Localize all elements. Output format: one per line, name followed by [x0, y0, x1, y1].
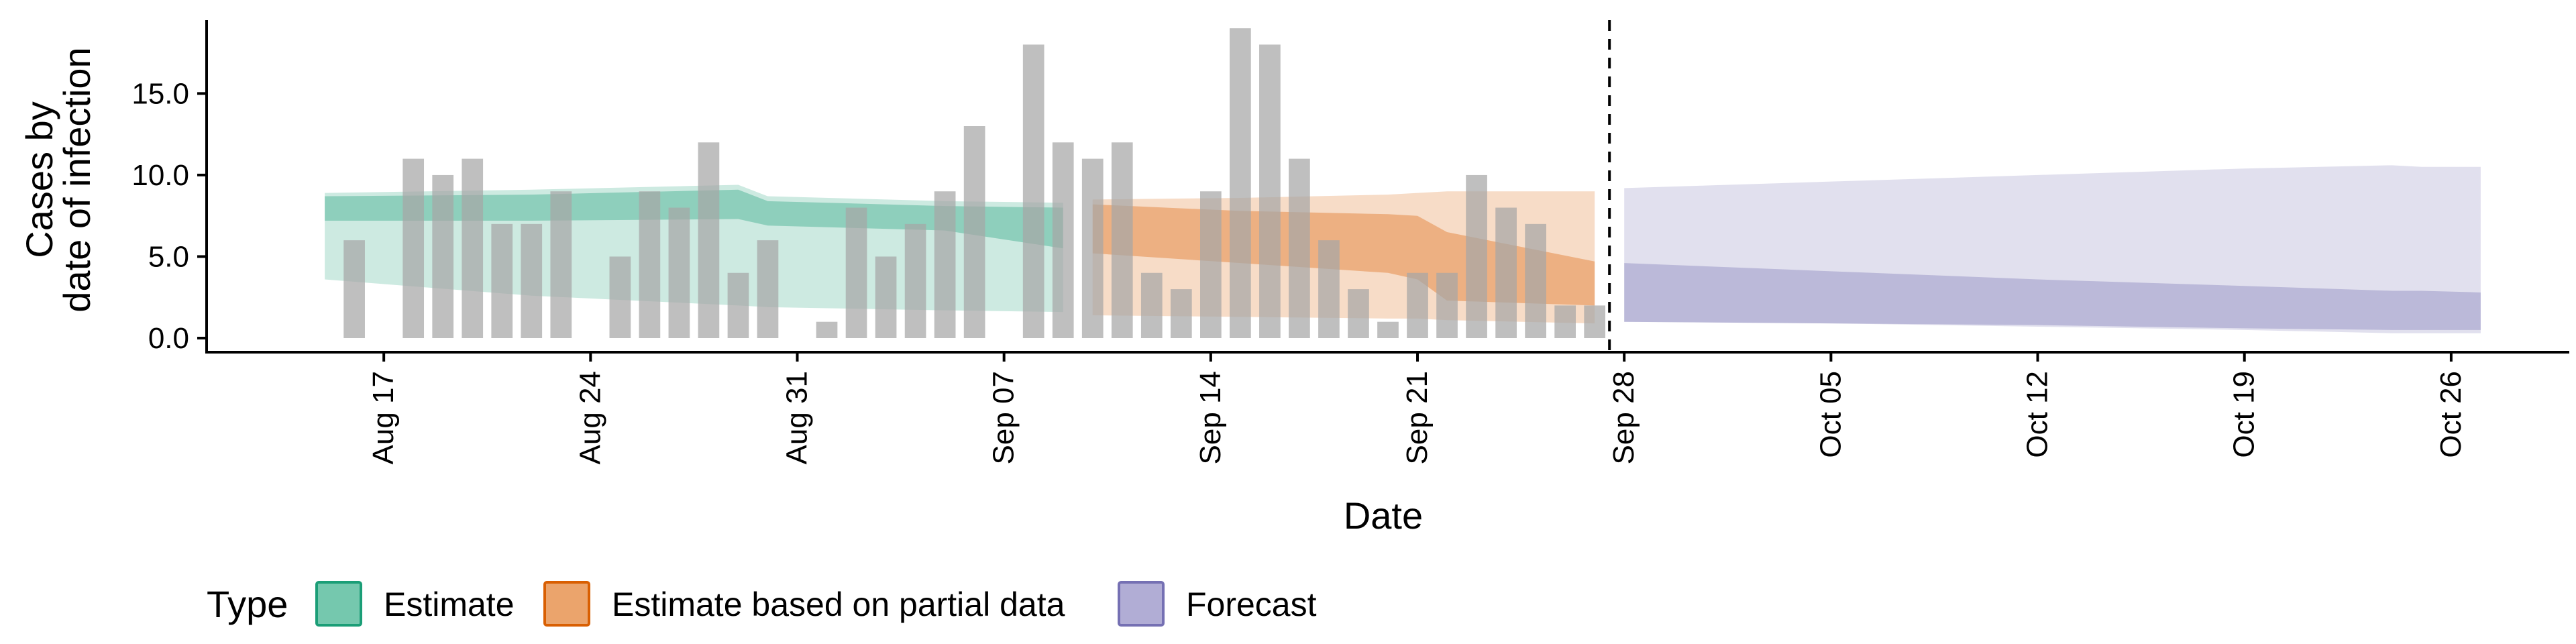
- y-tick-label: 15.0: [131, 77, 189, 110]
- tick-labels: 0.0 5.0 10.0 15.0 Aug 17 Aug 24 Aug 31 Sep 07 Se…: [131, 77, 2467, 464]
- x-tick-label: Aug 17: [367, 371, 400, 464]
- case-bar: [816, 321, 838, 338]
- y-tick-label: 5.0: [148, 240, 189, 273]
- case-bar: [1466, 174, 1487, 338]
- x-tick-label: Sep 28: [1607, 371, 1640, 464]
- case-bar: [1318, 240, 1340, 338]
- case-bar: [491, 223, 513, 338]
- case-bar: [904, 223, 926, 338]
- estimate-based-on-partial-data-legend-label: Estimate based on partial data: [612, 586, 1065, 623]
- x-tick-label: Oct 12: [2021, 371, 2054, 458]
- case-bar: [1052, 142, 1074, 339]
- case-bars: [343, 28, 1606, 339]
- case-bar: [1111, 142, 1133, 339]
- forecast-inner-band: [1624, 263, 2481, 330]
- case-bar: [521, 223, 543, 338]
- case-bar: [1348, 289, 1369, 338]
- case-bar: [550, 191, 572, 338]
- y-axis-title-line: date of infection: [56, 47, 98, 312]
- legend-title: Type: [207, 583, 288, 625]
- x-tick-label: Sep 14: [1194, 371, 1227, 464]
- case-bar: [845, 207, 867, 338]
- case-bar: [462, 158, 484, 338]
- y-tick-label: 0.0: [148, 322, 189, 355]
- x-tick-label: Aug 31: [781, 371, 814, 464]
- x-axis-title: Date: [1344, 494, 1423, 537]
- case-bar: [668, 207, 690, 338]
- case-bar: [1554, 305, 1576, 338]
- case-bar: [1407, 272, 1428, 338]
- estimate-inner-band: [325, 189, 1063, 249]
- case-bar: [609, 256, 631, 338]
- case-bar: [1140, 272, 1163, 338]
- case-bar: [1377, 321, 1399, 338]
- x-tick-label: Sep 07: [987, 371, 1020, 464]
- x-tick-label: Oct 19: [2228, 371, 2261, 458]
- case-bar: [1436, 272, 1458, 338]
- case-bar: [343, 240, 365, 338]
- forecast-legend-swatch: [1118, 581, 1165, 627]
- case-bar: [1170, 289, 1192, 338]
- case-bar: [963, 126, 985, 338]
- case-bar: [1230, 28, 1251, 339]
- axes: [205, 20, 2569, 354]
- case-bar: [757, 240, 779, 338]
- case-bar: [432, 174, 454, 338]
- case-bar: [1289, 158, 1310, 338]
- estimate-legend-label: Estimate: [384, 586, 515, 623]
- x-tick-label: Aug 24: [574, 371, 606, 464]
- estimate-based-on-partial-data-legend-swatch: [543, 581, 590, 627]
- case-bar: [875, 256, 897, 338]
- x-tick-label: Sep 21: [1401, 371, 1434, 464]
- case-bar: [1259, 44, 1281, 338]
- case-bar: [1200, 191, 1222, 338]
- case-bar: [1022, 44, 1044, 338]
- x-tick-label: Oct 26: [2434, 371, 2467, 458]
- case-bar: [1495, 207, 1517, 338]
- case-bar: [639, 191, 661, 338]
- legend: Type Estimate Estimate based on partial da…: [207, 581, 1317, 627]
- x-tick-label: Oct 05: [1814, 371, 1847, 458]
- y-axis-title-line: Cases by: [18, 101, 60, 258]
- case-bar: [402, 158, 425, 338]
- case-bar: [698, 142, 720, 339]
- y-axis-title: Cases bydate of infection: [18, 47, 98, 312]
- estimate-legend-swatch: [315, 581, 362, 627]
- forecast-outer-band: [1624, 165, 2481, 333]
- y-tick-label: 10.0: [131, 159, 189, 192]
- case-bar: [727, 272, 749, 338]
- case-bar: [1081, 158, 1104, 338]
- case-bar: [1525, 223, 1546, 338]
- case-bar: [934, 191, 956, 338]
- forecast-legend-label: Forecast: [1186, 586, 1317, 623]
- case-bar: [1584, 305, 1606, 338]
